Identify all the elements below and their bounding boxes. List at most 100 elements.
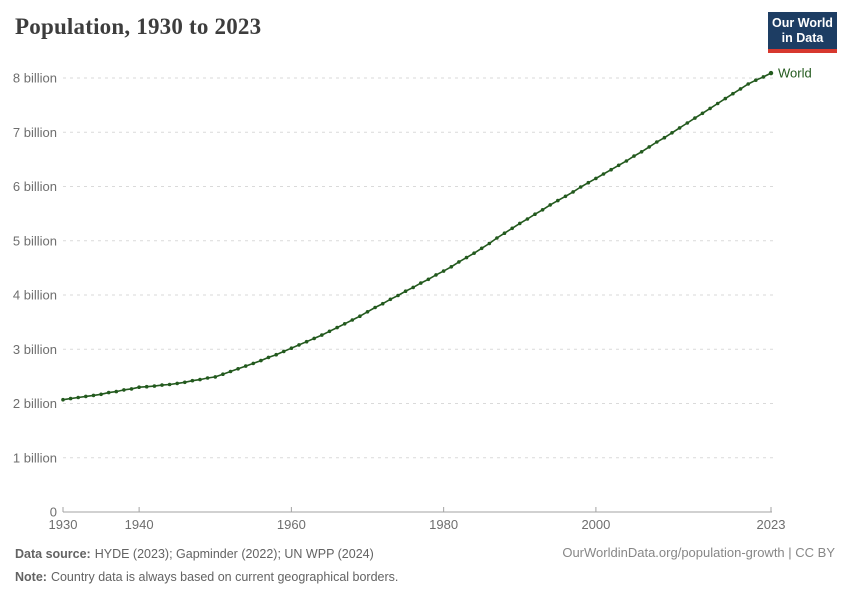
source-text: HYDE (2023); Gapminder (2022); UN WPP (2… bbox=[94, 547, 374, 561]
data-point bbox=[639, 150, 644, 154]
x-axis: 1930 1940 1960 1980 2000 2023 bbox=[49, 507, 786, 532]
footer-source-note: Data source: HYDE (2023); Gapminder (2022… bbox=[15, 543, 398, 589]
data-point bbox=[518, 221, 522, 226]
data-point bbox=[167, 382, 172, 387]
data-point bbox=[175, 381, 179, 386]
end-point bbox=[768, 70, 774, 76]
data-point bbox=[358, 314, 362, 319]
data-point bbox=[540, 208, 545, 212]
data-point bbox=[68, 396, 73, 401]
data-point bbox=[251, 361, 256, 366]
data-point bbox=[472, 251, 476, 255]
data-point bbox=[601, 172, 606, 176]
data-point bbox=[327, 329, 332, 334]
data-point bbox=[419, 281, 423, 285]
data-point bbox=[647, 145, 651, 149]
data-point bbox=[137, 385, 141, 390]
data-point bbox=[609, 167, 613, 172]
data-point bbox=[616, 163, 621, 168]
data-point bbox=[731, 91, 735, 96]
data-point bbox=[213, 375, 218, 379]
data-point bbox=[556, 198, 560, 203]
data-point bbox=[312, 336, 317, 341]
data-point bbox=[373, 305, 377, 310]
citation-text: OurWorldinData.org/population-growth | C… bbox=[562, 545, 835, 560]
data-point bbox=[198, 377, 202, 382]
data-point bbox=[76, 395, 80, 400]
data-point bbox=[578, 185, 583, 189]
footer-note-line: Note: Country data is always based on cur… bbox=[15, 566, 398, 589]
y-axis-labels: 0 1 billion 2 billion 3 billion 4 billion 5 b… bbox=[13, 71, 57, 520]
y-tick-label: 8 billion bbox=[13, 71, 57, 86]
data-point bbox=[761, 75, 766, 79]
data-point bbox=[236, 367, 240, 371]
data-point bbox=[510, 226, 514, 231]
data-point bbox=[61, 397, 65, 402]
series-label-world: World bbox=[778, 66, 812, 81]
data-point bbox=[114, 389, 119, 394]
x-tick-label: 1980 bbox=[429, 517, 458, 532]
data-point bbox=[122, 388, 126, 392]
data-point bbox=[342, 322, 347, 326]
data-point bbox=[715, 101, 720, 106]
data-point bbox=[571, 190, 575, 194]
data-point bbox=[548, 203, 552, 207]
data-point bbox=[533, 212, 537, 216]
data-point bbox=[106, 390, 111, 395]
data-point bbox=[129, 387, 134, 391]
y-tick-label: 7 billion bbox=[13, 125, 57, 140]
x-tick-label: 1960 bbox=[277, 517, 306, 532]
owid-logo: Our World in Data bbox=[768, 12, 837, 53]
chart-footer: Data source: HYDE (2023); Gapminder (2022… bbox=[15, 543, 835, 589]
y-tick-label: 3 billion bbox=[13, 342, 57, 357]
data-point bbox=[426, 277, 431, 282]
y-tick-label: 0 bbox=[50, 505, 57, 520]
data-point bbox=[525, 217, 530, 221]
data-point bbox=[183, 380, 187, 385]
footer-source-line: Data source: HYDE (2023); Gapminder (2022… bbox=[15, 543, 398, 566]
y-tick-label: 2 billion bbox=[13, 396, 57, 411]
data-point bbox=[297, 343, 301, 347]
data-point bbox=[434, 273, 438, 277]
x-tick-label: 1940 bbox=[125, 517, 154, 532]
data-point bbox=[708, 106, 712, 111]
data-point bbox=[152, 384, 157, 388]
data-point bbox=[746, 82, 750, 86]
data-point bbox=[144, 384, 149, 389]
data-point bbox=[388, 297, 393, 302]
data-point bbox=[320, 333, 324, 337]
data-point bbox=[411, 285, 416, 290]
data-point bbox=[282, 349, 286, 354]
data-point bbox=[304, 339, 309, 344]
data-point bbox=[243, 364, 248, 368]
data-point bbox=[84, 394, 88, 399]
x-tick-label: 2023 bbox=[757, 517, 786, 532]
data-point bbox=[495, 236, 499, 240]
data-point bbox=[350, 318, 355, 322]
data-point bbox=[738, 87, 743, 91]
data-point bbox=[670, 131, 674, 135]
data-point bbox=[700, 111, 705, 116]
data-point bbox=[228, 369, 233, 374]
data-point bbox=[464, 255, 469, 260]
data-point bbox=[91, 393, 96, 398]
data-point bbox=[655, 140, 659, 144]
data-point bbox=[380, 301, 385, 306]
data-point bbox=[190, 378, 195, 383]
data-point bbox=[624, 159, 629, 163]
data-point bbox=[205, 376, 210, 380]
data-point bbox=[266, 355, 271, 360]
data-point bbox=[632, 154, 636, 158]
note-text: Country data is always based on current … bbox=[50, 570, 399, 584]
population-line-chart[interactable]: 0 1 billion 2 billion 3 billion 4 billion 5 b… bbox=[0, 0, 850, 543]
series-world: World bbox=[61, 66, 812, 402]
data-point bbox=[441, 269, 446, 273]
owid-logo-line2: in Data bbox=[781, 30, 824, 45]
data-point bbox=[586, 180, 591, 185]
chart-title: Population, 1930 to 2023 bbox=[15, 14, 262, 39]
data-point bbox=[662, 135, 667, 140]
data-point bbox=[754, 78, 758, 82]
source-label: Data source: bbox=[15, 547, 91, 561]
data-point bbox=[221, 372, 225, 377]
